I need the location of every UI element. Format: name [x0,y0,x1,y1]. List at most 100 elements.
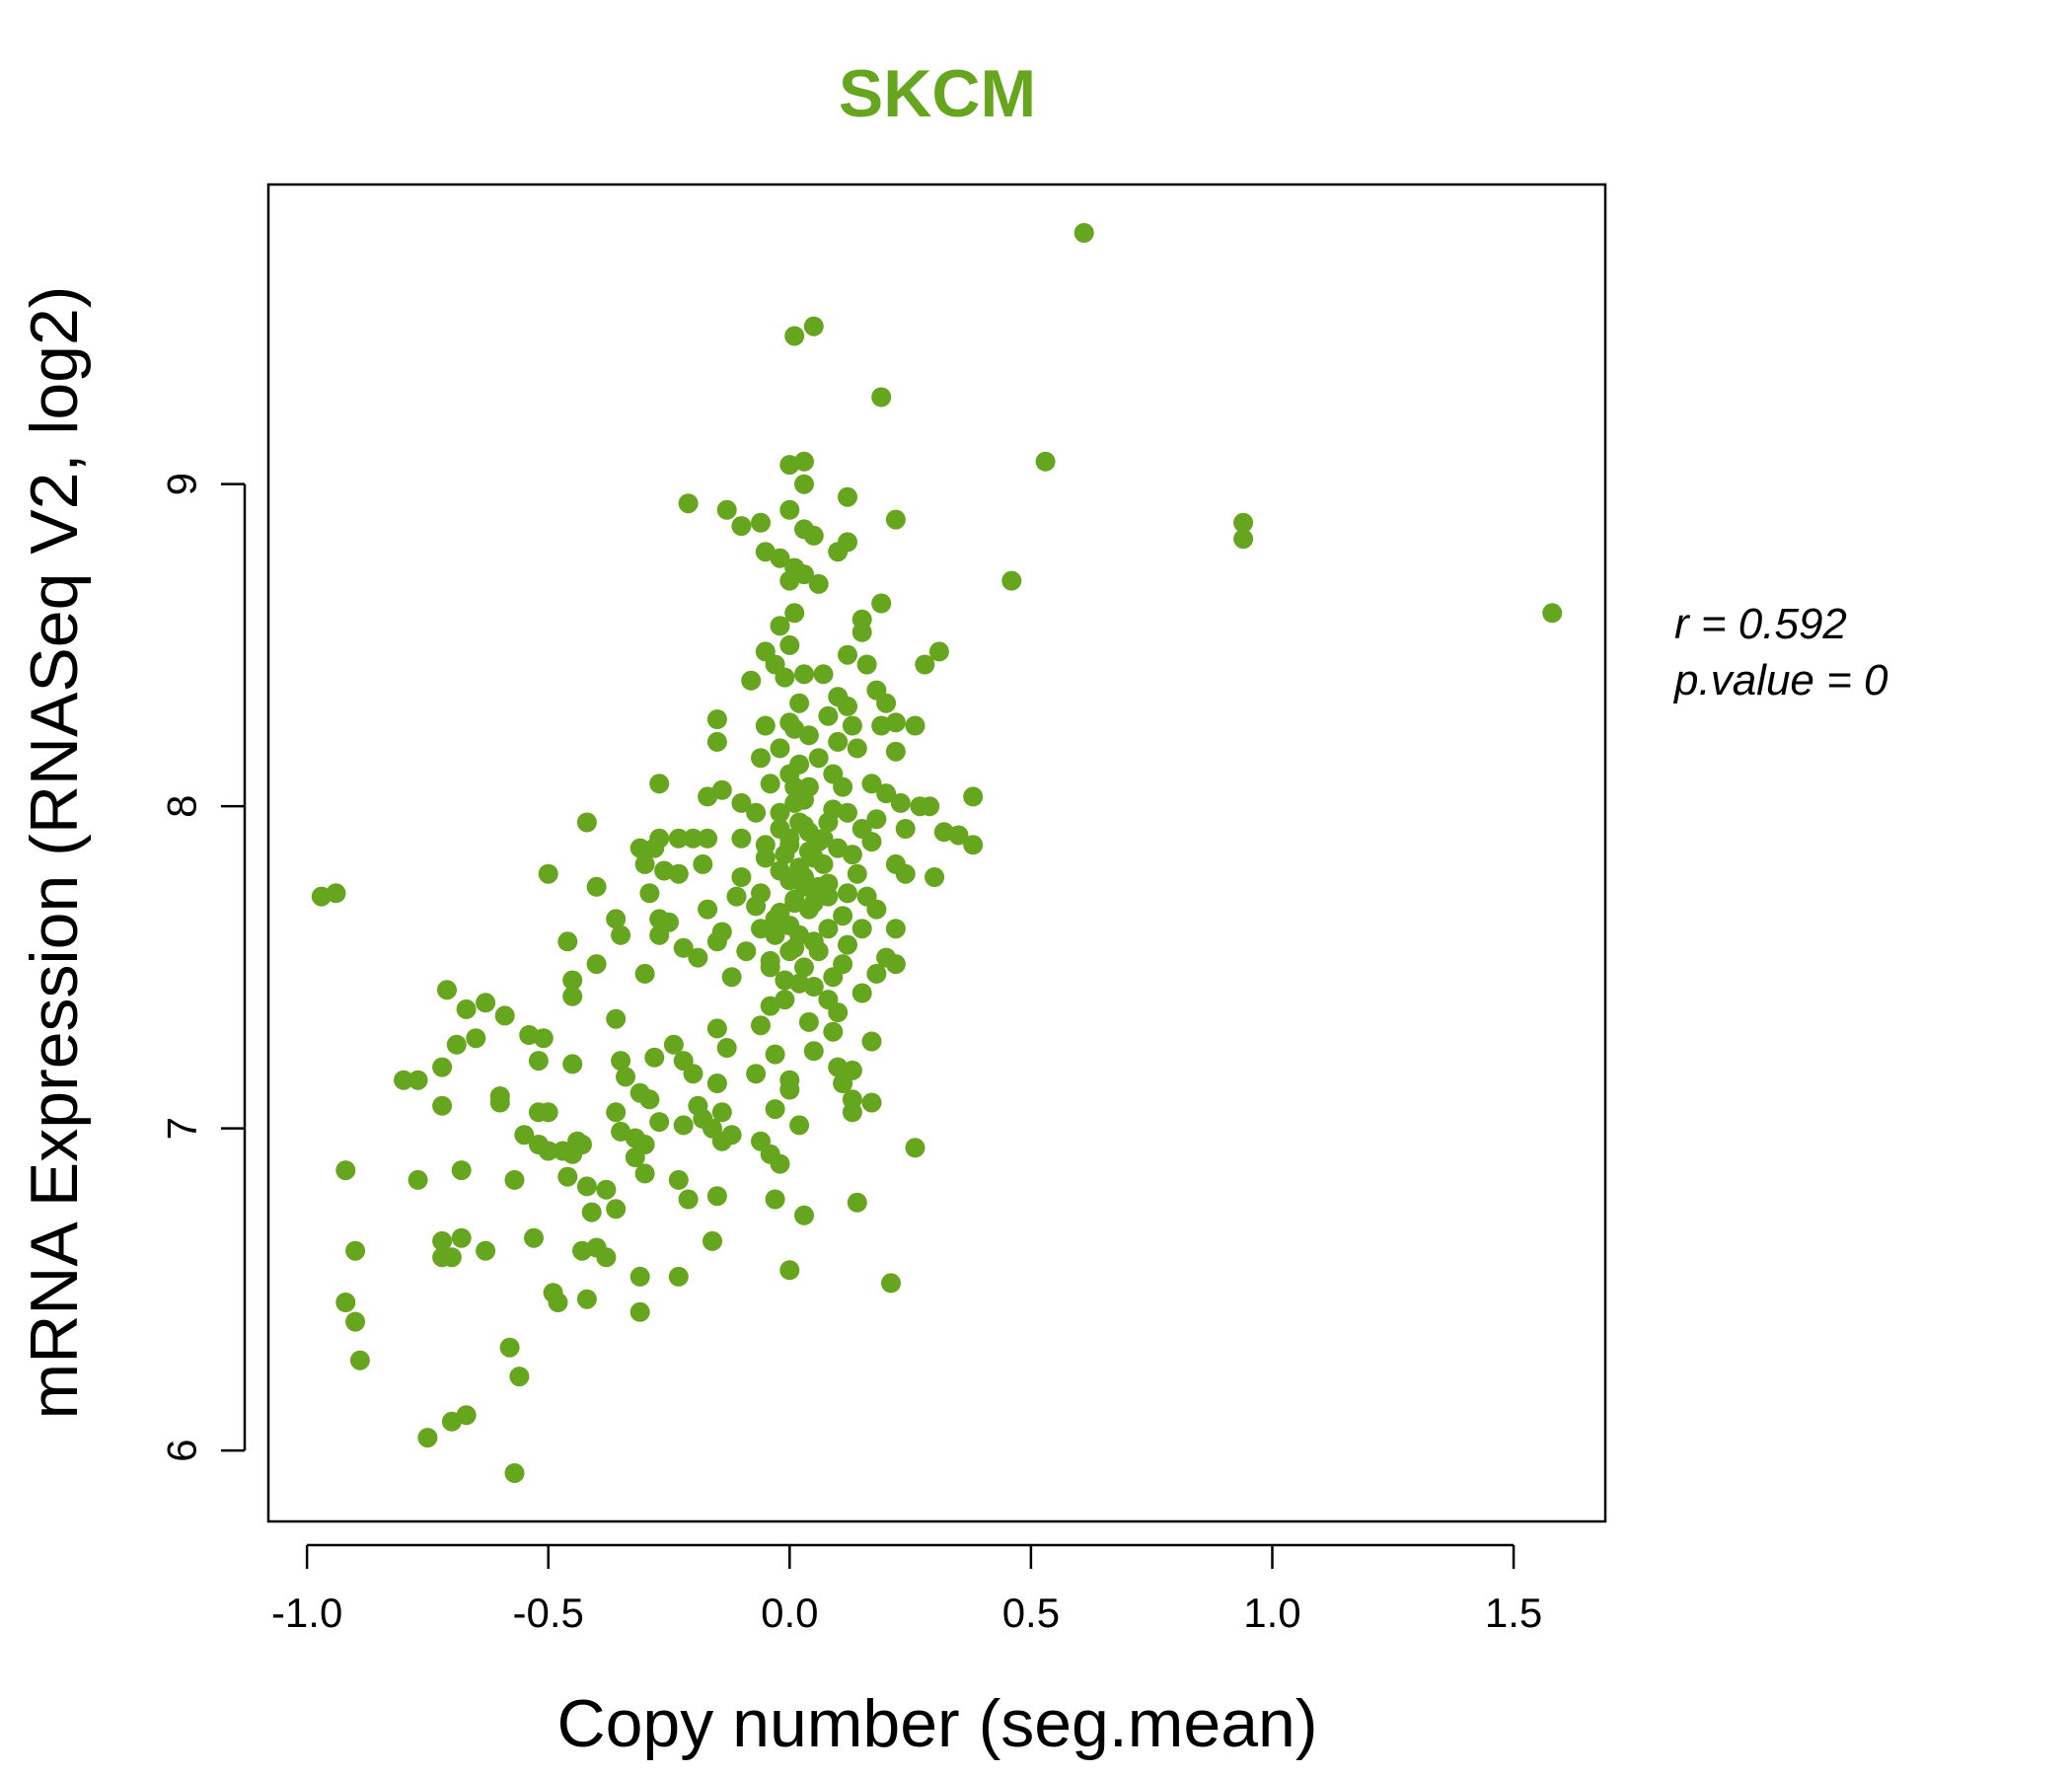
data-point [489,1092,510,1113]
data-point [885,509,906,530]
chart-title: SKCM [839,56,1036,131]
data-point [838,934,857,955]
data-point [803,316,824,336]
data-point [798,725,819,746]
data-point [963,835,984,855]
plot-frame [266,183,1607,1523]
data-point [746,802,767,823]
data-point [576,1176,597,1197]
data-point [629,1266,650,1287]
data-point [823,1021,844,1042]
data-point [871,593,892,614]
data-point [611,1051,631,1072]
data-point [451,1160,472,1181]
data-point [828,731,849,752]
data-point [770,616,790,636]
data-point [693,853,713,874]
data-point [711,1102,732,1123]
data-point [716,499,737,520]
data-point [456,999,477,1019]
data-point [803,525,824,546]
data-point [813,828,834,849]
data-point [818,886,839,907]
data-point [335,1293,356,1312]
data-point [770,860,790,881]
y-axis: 6 7 8 9 [159,473,247,1462]
data-point [629,1301,650,1322]
data-point [760,774,780,794]
data-point [765,1189,785,1210]
data-point [562,1054,583,1074]
data-point [755,835,776,855]
data-point [394,1070,413,1090]
data-point [794,1205,814,1225]
data-point [838,802,857,823]
data-point [925,867,945,887]
data-point [736,941,757,962]
data-point [494,1005,515,1026]
data-point [876,693,897,713]
data-point [779,941,800,962]
x-tick-label: -1.0 [271,1590,342,1636]
data-point [755,715,776,736]
data-point [890,792,911,813]
data-point [703,1230,722,1251]
data-point [765,1099,785,1120]
data-point [446,1034,467,1055]
data-point [842,845,862,865]
data-point [562,970,583,991]
data-point [838,486,857,507]
data-point [915,654,935,675]
data-point [842,715,862,736]
data-point [711,1131,732,1151]
data-point [833,1073,853,1093]
data-point [818,812,839,833]
y-tick-label: 6 [159,1439,205,1461]
data-point [851,622,872,642]
data-point [606,909,627,929]
data-point [629,838,650,858]
data-point [881,1273,901,1294]
data-point [326,883,346,904]
data-point [451,1227,472,1248]
data-point [557,931,578,952]
data-point [861,1092,882,1113]
data-point [634,963,655,984]
data-point [625,1147,645,1167]
data-point [663,1034,684,1055]
data-point [741,670,762,691]
data-point [842,1102,862,1123]
data-point [798,1011,819,1032]
data-point [770,802,790,823]
data-point [765,909,785,929]
data-point [606,1102,627,1123]
data-point [789,973,810,994]
data-point [838,696,857,716]
data-point [504,1169,525,1190]
data-point [948,825,969,846]
points-layer [311,223,1563,1483]
data-point [606,1199,627,1220]
data-point [688,947,708,968]
data-point [770,1153,790,1174]
data-point [668,863,689,884]
data-point [808,573,829,594]
data-point [789,693,810,713]
data-point [798,899,819,920]
data-point [838,644,857,665]
data-point [726,886,747,907]
data-point [751,748,771,769]
data-point [789,1115,810,1136]
data-point [562,986,583,1006]
data-point [885,741,906,762]
data-point [818,919,839,939]
data-point [838,883,857,904]
y-tick-label: 9 [159,473,205,495]
data-point [706,1018,727,1039]
data-point [803,848,824,868]
data-point [871,387,892,407]
data-point [557,1166,578,1187]
data-point [683,828,703,849]
data-point [576,812,597,833]
